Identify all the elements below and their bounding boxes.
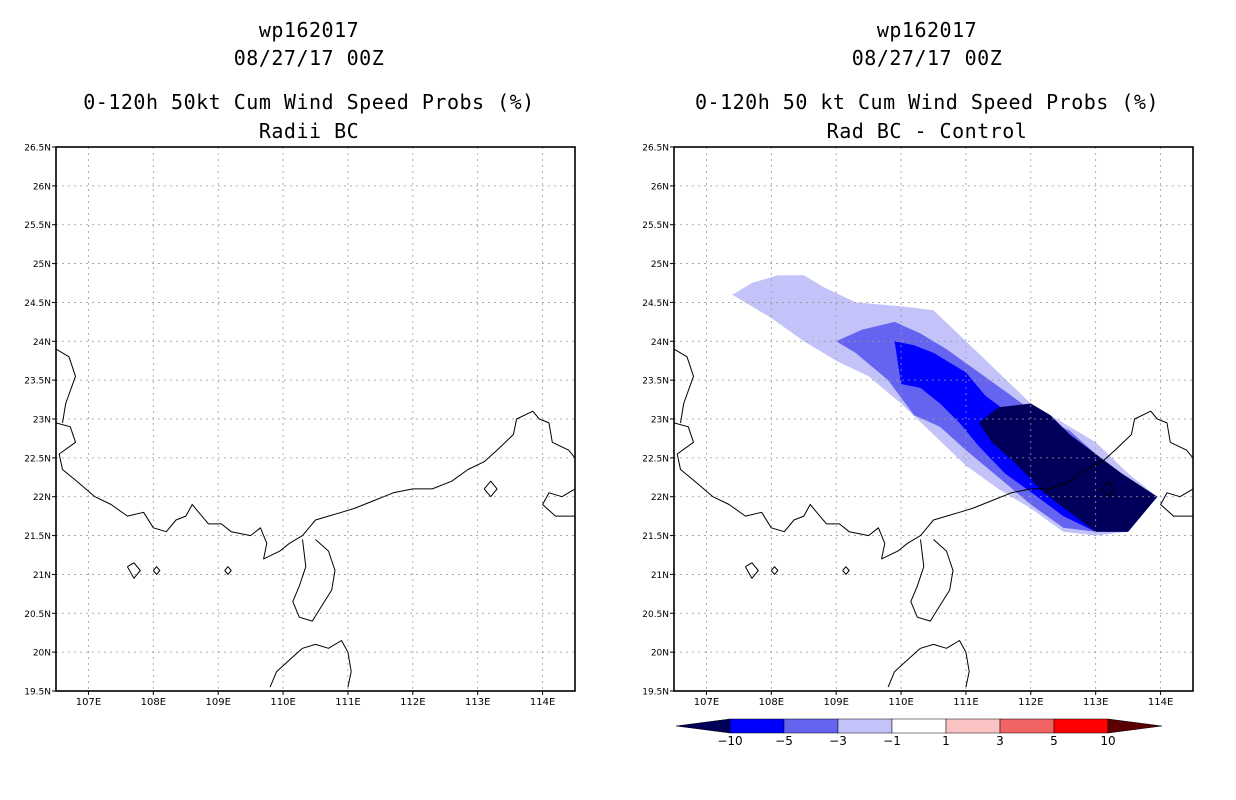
- colorbar-label: 3: [996, 734, 1004, 748]
- coastline-segment: [269, 640, 352, 688]
- y-tick-label: 20N: [651, 649, 669, 659]
- colorbar-label: −10: [717, 734, 742, 748]
- colorbar-swatch-plus10: [1107, 718, 1163, 734]
- coastline-segment: [55, 410, 576, 560]
- coastline-segment: [152, 566, 161, 575]
- coastline-segment: [126, 562, 141, 579]
- x-tick-label: 111E: [335, 697, 360, 708]
- coastline-segment: [673, 410, 1194, 560]
- x-tick-label: 109E: [823, 697, 848, 708]
- left-panel: wp162017 08/27/17 00Z 0-120h 50kt Cum Wi…: [24, 18, 576, 708]
- x-tick-label: 111E: [953, 697, 978, 708]
- y-tick-label: 19.5N: [642, 688, 669, 698]
- coastline-segment: [55, 348, 76, 423]
- chart-subtitle: Rad BC - Control: [826, 119, 1028, 143]
- y-tick-label: 23.5N: [642, 377, 669, 387]
- storm-id: wp162017: [258, 18, 360, 42]
- x-tick-label: 112E: [400, 697, 425, 708]
- colorbar-label: −3: [829, 734, 847, 748]
- coastline-segment: [744, 562, 759, 579]
- colorbar-label: 1: [942, 734, 950, 748]
- x-tick-label: 113E: [465, 697, 490, 708]
- storm-id: wp162017: [876, 18, 978, 42]
- coastline-segment: [542, 488, 576, 517]
- coastline-segment: [224, 566, 232, 575]
- coastline-segment: [673, 348, 694, 423]
- coastline-segment: [770, 566, 779, 575]
- coastline-segment: [910, 539, 954, 622]
- colorbar-swatch-minus10: [675, 718, 731, 734]
- y-tick-label: 24N: [651, 338, 669, 348]
- x-tick-label: 107E: [694, 697, 719, 708]
- y-tick-label: 26.5N: [642, 144, 669, 154]
- y-tick-label: 22N: [33, 493, 51, 503]
- y-tick-label: 23N: [651, 416, 669, 426]
- chart-title: 0-120h 50kt Cum Wind Speed Probs (%): [83, 90, 535, 114]
- y-tick-label: 26.5N: [24, 144, 51, 154]
- right-panel: wp162017 08/27/17 00Z 0-120h 50 kt Cum W…: [618, 0, 1236, 800]
- y-tick-label: 25.5N: [24, 221, 51, 231]
- colorbar: −10 −5 −3 −1 1 3 5 10: [675, 718, 1163, 748]
- y-tick-label: 24.5N: [642, 299, 669, 309]
- colorbar-swatch-minus1: [837, 718, 893, 734]
- colorbar-swatch-minus5: [729, 718, 785, 734]
- y-tick-label: 20.5N: [24, 610, 51, 620]
- y-tick-label: 25N: [651, 260, 669, 270]
- contour-minus10: [978, 403, 1158, 532]
- colorbar-swatch-plus1: [945, 718, 1001, 734]
- y-tick-label: 21N: [33, 571, 51, 581]
- map-plot: 107E 108E 109E 110E 111E 112E 113E 114E 26.5N 26N…: [24, 144, 576, 708]
- coastline-segment: [887, 640, 970, 688]
- x-tick-label: 112E: [1018, 697, 1043, 708]
- datetime: 08/27/17 00Z: [851, 46, 1003, 70]
- chart-title: 0-120h 50 kt Cum Wind Speed Probs (%): [694, 90, 1160, 114]
- y-tick-label: 23N: [33, 416, 51, 426]
- coastline-segment: [842, 566, 850, 575]
- x-tick-label: 109E: [205, 697, 230, 708]
- y-tick-label: 26N: [651, 182, 669, 192]
- y-tick-label: 22.5N: [642, 454, 669, 464]
- y-tick-label: 20N: [33, 649, 51, 659]
- x-tick-label: 107E: [76, 697, 101, 708]
- colorbar-swatch-minus3: [783, 718, 839, 734]
- x-tick-label: 110E: [888, 697, 913, 708]
- y-tick-label: 24.5N: [24, 299, 51, 309]
- y-tick-label: 25.5N: [642, 221, 669, 231]
- map-plot: 107E 108E 109E 110E 111E 112E 113E 114E 26.5N 26N…: [642, 144, 1194, 708]
- coastline-segment: [1101, 480, 1116, 498]
- x-tick-label: 108E: [759, 697, 784, 708]
- colorbar-label: −1: [883, 734, 901, 748]
- y-tick-label: 21N: [651, 571, 669, 581]
- y-tick-label: 23.5N: [24, 377, 51, 387]
- x-tick-label: 113E: [1083, 697, 1108, 708]
- coastline: [55, 348, 576, 688]
- colorbar-swatch-zero: [891, 718, 947, 734]
- chart-subtitle: Radii BC: [258, 119, 360, 143]
- x-tick-label: 114E: [530, 697, 555, 708]
- x-tick-label: 114E: [1148, 697, 1173, 708]
- y-tick-label: 22.5N: [24, 454, 51, 464]
- coastline: [673, 348, 1194, 688]
- datetime: 08/27/17 00Z: [233, 46, 385, 70]
- y-tick-label: 19.5N: [24, 688, 51, 698]
- coastline-segment: [483, 480, 498, 498]
- x-tick-label: 108E: [141, 697, 166, 708]
- colorbar-label: −5: [775, 734, 793, 748]
- y-tick-label: 26N: [33, 182, 51, 192]
- y-tick-label: 21.5N: [642, 532, 669, 542]
- y-tick-label: 24N: [33, 338, 51, 348]
- y-tick-label: 21.5N: [24, 532, 51, 542]
- coastline-segment: [1160, 488, 1194, 517]
- y-tick-label: 25N: [33, 260, 51, 270]
- colorbar-swatch-plus3: [999, 718, 1055, 734]
- colorbar-label: 10: [1100, 734, 1115, 748]
- colorbar-swatch-plus5: [1053, 718, 1109, 734]
- x-tick-label: 110E: [270, 697, 295, 708]
- y-tick-label: 20.5N: [642, 610, 669, 620]
- y-tick-label: 22N: [651, 493, 669, 503]
- coastline-segment: [292, 539, 336, 622]
- colorbar-label: 5: [1050, 734, 1058, 748]
